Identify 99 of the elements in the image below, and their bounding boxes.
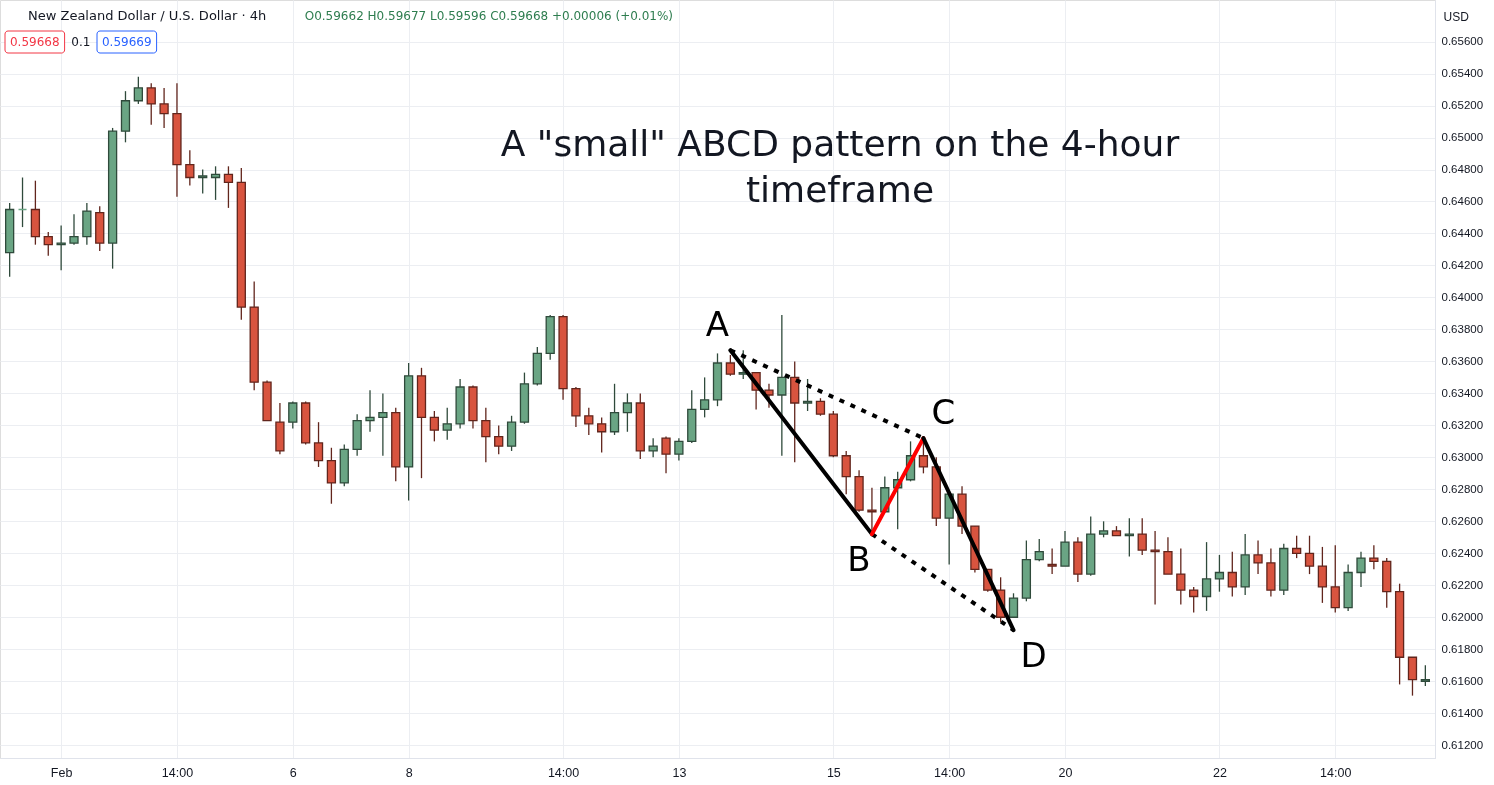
candlestick (378, 392, 388, 457)
y-tick-label: 0.61600 (1441, 674, 1484, 687)
candlestick (674, 437, 684, 462)
candlestick (648, 437, 658, 459)
y-tick-label: 0.63200 (1441, 418, 1484, 431)
candlestick (1150, 530, 1160, 606)
candlestick (777, 314, 787, 457)
candlestick (1227, 551, 1237, 598)
candlestick (365, 389, 375, 433)
candlestick (185, 149, 195, 187)
annotation: O0.59662 H0.59677 L0.59596 C0.59668 +0.00006 (+0.01%) (304, 9, 674, 23)
candlestick (1163, 536, 1173, 575)
candlestick (584, 407, 594, 436)
x-tick-label: 14:00 (161, 765, 194, 780)
y-tick-label: 0.65000 (1441, 131, 1484, 144)
candlestick (622, 392, 633, 433)
candlestick (802, 378, 813, 412)
candlestick (1176, 547, 1186, 606)
y-axis-title: USD (1443, 9, 1470, 24)
candlestick (442, 407, 452, 441)
candlestick (609, 383, 620, 436)
candlestick (1137, 517, 1147, 556)
x-tick-label: 13 (672, 765, 687, 780)
y-tick-label: 0.63800 (1441, 322, 1484, 335)
candlestick (1124, 517, 1134, 558)
text: New Zealand Dollar / U.S. Dollar · 4h (28, 8, 267, 23)
candlestick (1369, 544, 1379, 570)
x-tick-label: 6 (289, 765, 297, 780)
y-tick-label: 0.62800 (1441, 482, 1484, 495)
candlestick (841, 450, 851, 495)
data-label: B (847, 539, 871, 580)
candlestick (56, 224, 66, 271)
y-tick-label: 0.62400 (1441, 546, 1484, 559)
x-tick-label: 14:00 (1320, 765, 1352, 780)
x-tick-label: 20 (1058, 765, 1073, 780)
candlestick (494, 424, 504, 455)
y-tick-label: 0.62600 (1441, 514, 1484, 527)
candlestick (1330, 544, 1340, 614)
annotation: 0.59669 (101, 35, 152, 49)
y-tick-label: 0.64000 (1441, 290, 1484, 303)
candlestick (69, 213, 79, 246)
data-label: D (1020, 635, 1047, 676)
candlestick (1034, 538, 1044, 562)
y-tick-label: 0.64800 (1441, 163, 1484, 176)
candlestick (313, 421, 324, 468)
candlestick (1292, 535, 1302, 559)
candlestick (1407, 656, 1418, 697)
y-tick-label: 0.64400 (1441, 226, 1484, 239)
candlestick (506, 415, 517, 452)
candlestick (429, 410, 440, 443)
candlestick (1201, 541, 1212, 612)
candlestick (1214, 554, 1225, 593)
candlestick (1304, 535, 1315, 575)
y-tick-label: 0.61200 (1441, 738, 1484, 751)
candlestick (133, 76, 143, 105)
y-tick-label: 0.61800 (1441, 642, 1484, 655)
y-tick-label: 0.65600 (1441, 35, 1484, 48)
candlestick (146, 82, 156, 126)
candlestick (326, 447, 337, 505)
y-tick-label: 0.65200 (1441, 99, 1484, 112)
candlestick (481, 407, 491, 463)
data-label: A (705, 304, 729, 345)
candlestick (210, 165, 221, 201)
candlestick (1189, 586, 1199, 614)
candlestick (1253, 539, 1263, 575)
candlestick (43, 231, 53, 257)
x-tick-label: 22 (1212, 765, 1227, 780)
x-tick-label: 14:00 (934, 765, 966, 780)
y-tick-label: 0.63400 (1441, 386, 1484, 399)
y-tick-label: 0.61400 (1441, 706, 1484, 719)
candlestick (1047, 547, 1057, 575)
candlestick (1008, 592, 1019, 618)
candlestick (725, 354, 736, 377)
text: A "small" ABCD pattern on the 4-hour timeframe (500, 123, 1180, 210)
y-tick-label: 0.64600 (1441, 194, 1484, 207)
x-tick-label: 8 (405, 765, 413, 780)
candlestick (223, 165, 234, 209)
data-label: C (931, 392, 956, 433)
y-tick-label: 0.65400 (1441, 67, 1484, 80)
y-tick-label: 0.63000 (1441, 450, 1484, 463)
candlestick (597, 416, 607, 454)
candlestick (288, 400, 298, 430)
annotation: 0.59668 (9, 35, 60, 49)
annotation: 0.1 (71, 35, 91, 49)
x-tick-label: Feb (50, 765, 73, 780)
candlestick (699, 376, 710, 419)
candlestick (1356, 551, 1366, 588)
candlestick (198, 168, 208, 195)
candlestick (1420, 664, 1430, 687)
candlestick (1317, 546, 1328, 604)
y-tick-label: 0.62200 (1441, 578, 1484, 591)
y-tick-label: 0.63600 (1441, 354, 1484, 367)
x-tick-label: 14:00 (547, 765, 580, 780)
candlestick (1060, 530, 1070, 567)
x-tick-label: 15 (826, 765, 841, 780)
candlestick (661, 435, 671, 474)
y-tick-label: 0.64200 (1441, 258, 1484, 271)
y-tick-label: 0.62000 (1441, 610, 1484, 623)
candlestick (159, 87, 169, 129)
